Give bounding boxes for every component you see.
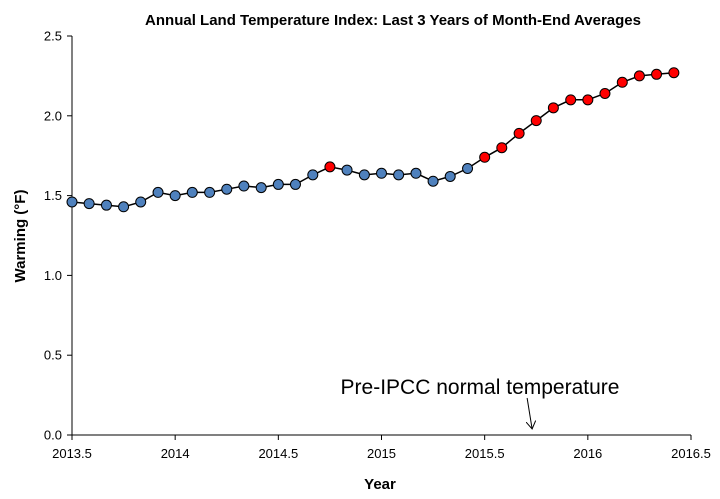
data-point-blue <box>307 169 319 181</box>
data-point-blue <box>427 175 439 187</box>
annotation: Pre-IPCC normal temperature <box>341 376 620 429</box>
series-line <box>71 71 674 208</box>
data-points <box>66 67 680 213</box>
data-point-red <box>633 70 645 82</box>
y-tick-label: 1.0 <box>44 268 62 283</box>
data-point-red <box>651 68 663 80</box>
data-point-red <box>565 94 577 106</box>
data-point-blue <box>358 169 370 181</box>
data-point-blue <box>221 183 233 195</box>
data-point-blue <box>255 182 267 194</box>
x-tick-label: 2016.5 <box>671 446 711 461</box>
data-point-blue <box>135 196 147 208</box>
data-point-red <box>324 161 336 173</box>
chart-title: Annual Land Temperature Index: Last 3 Ye… <box>145 12 641 29</box>
annotation-arrow <box>527 397 532 429</box>
y-tick-label: 2.0 <box>44 108 62 123</box>
x-tick-label: 2013.5 <box>52 446 92 461</box>
axis-ticks: 0.0 0.5 1.0 1.5 2.0 2.5 2013.5 2014 2014.5 2015 20… <box>44 29 711 462</box>
data-point-red <box>616 76 628 88</box>
y-tick-label: 2.5 <box>44 29 62 44</box>
x-tick-label: 2015.5 <box>465 446 505 461</box>
data-point-blue <box>238 180 250 192</box>
data-point-blue <box>186 186 198 198</box>
x-tick-label: 2014 <box>161 446 190 461</box>
data-point-blue <box>462 162 474 174</box>
data-point-blue <box>272 178 284 190</box>
data-point-blue <box>289 178 301 190</box>
y-tick-label: 1.5 <box>44 188 62 203</box>
data-point-red <box>668 67 680 79</box>
data-point-red <box>496 142 508 154</box>
data-point-blue <box>341 164 353 176</box>
x-tick-label: 2015 <box>367 446 396 461</box>
data-point-red <box>479 151 491 163</box>
data-point-blue <box>66 196 78 208</box>
data-point-red <box>547 102 559 114</box>
x-axis-label: Year <box>364 476 396 493</box>
data-point-blue <box>152 186 164 198</box>
y-axis-label: Warming (°F) <box>12 190 29 283</box>
data-point-blue <box>118 201 130 213</box>
x-tick-label: 2014.5 <box>258 446 298 461</box>
data-point-blue <box>83 198 95 210</box>
data-point-blue <box>204 186 216 198</box>
data-point-red <box>513 127 525 139</box>
data-point-blue <box>393 169 405 181</box>
data-point-blue <box>100 199 112 211</box>
data-point-blue <box>376 167 387 179</box>
data-point-red <box>582 94 594 106</box>
data-point-blue <box>444 170 456 182</box>
series <box>71 71 674 208</box>
x-tick-label: 2016 <box>573 446 602 461</box>
data-point-red <box>530 115 542 127</box>
data-point-blue <box>169 190 181 202</box>
annotation-label: Pre-IPCC normal temperature <box>341 376 620 399</box>
data-point-blue <box>410 167 422 179</box>
data-point-red <box>599 87 611 99</box>
y-tick-label: 0.0 <box>44 428 62 443</box>
y-tick-label: 0.5 <box>44 348 62 363</box>
